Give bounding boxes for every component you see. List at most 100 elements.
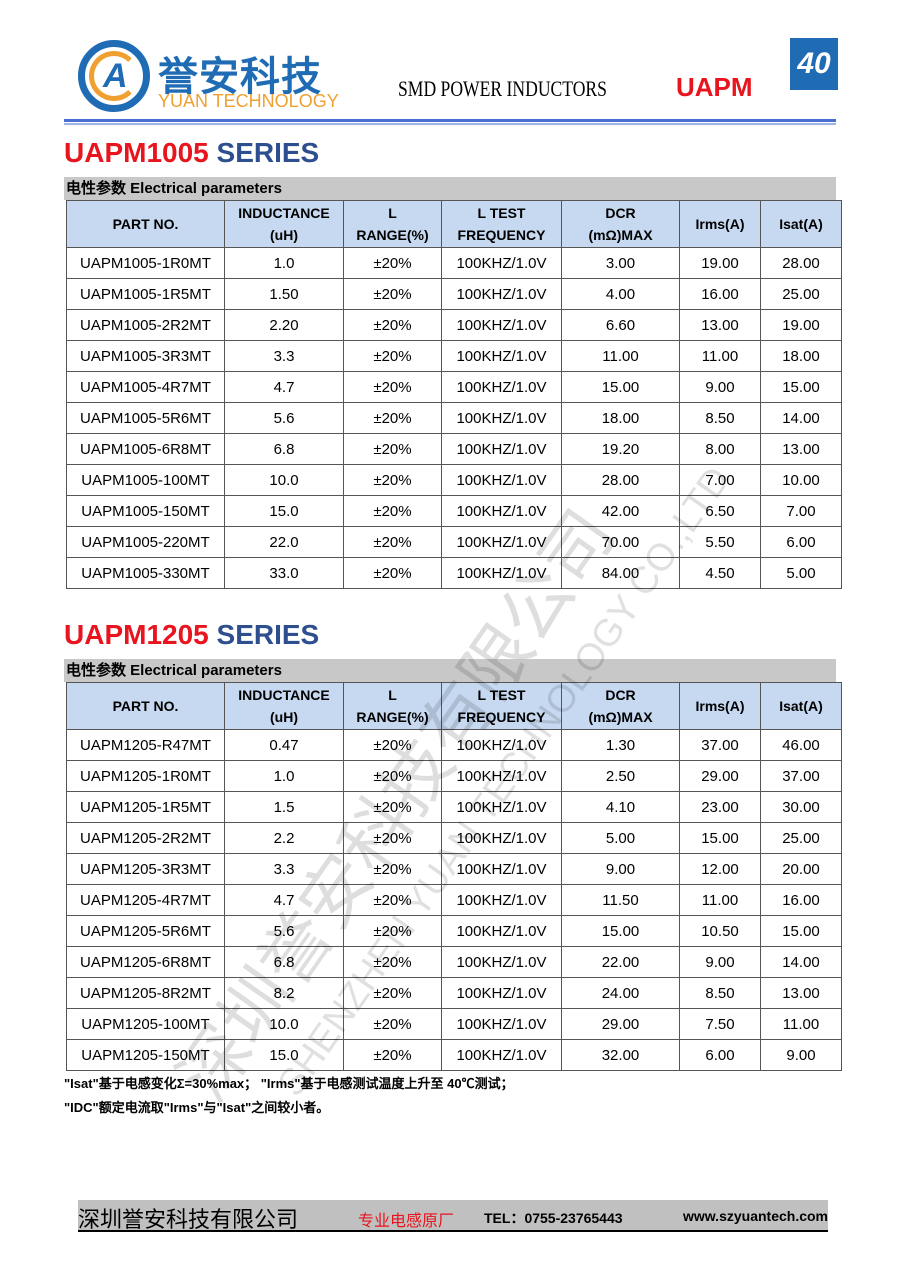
table-cell: 100KHZ/1.0V [441,853,562,885]
table-cell: UAPM1205-3R3MT [66,853,225,885]
table-cell: ±20% [343,1039,442,1071]
table-row: UAPM1205-1R5MT 1.5 ±20% 100KHZ/1.0V 4.10 23.0… [66,791,842,823]
table-cell: 0.47 [224,729,344,761]
table-row: UAPM1005-100MT 10.0 ±20% 100KHZ/1.0V 28.00 7.… [66,464,842,496]
table-row: UAPM1005-330MT 33.0 ±20% 100KHZ/1.0V 84.00 4.… [66,557,842,589]
table-row: UAPM1205-2R2MT 2.2 ±20% 100KHZ/1.0V 5.00 15.0… [66,822,842,854]
series-title: UAPM1005 SERIES [64,137,320,168]
parameters-table: PART NO. INDUCTANCE (uH) L RANGE(%) L TEST FRE… [66,200,842,589]
table-cell: 100KHZ/1.0V [441,791,562,823]
table-row: UAPM1205-R47MT 0.47 ±20% 100KHZ/1.0V 1.30 37.… [66,729,842,761]
table-header: PART NO. INDUCTANCE (uH) L RANGE(%) L TEST FRE… [66,682,842,730]
table-cell: ±20% [343,309,442,341]
table-cell: 20.00 [760,853,842,885]
table-header: PART NO. INDUCTANCE (uH) L RANGE(%) L TEST FRE… [66,200,842,248]
table-cell: 28.00 [561,464,680,496]
table-cell: 11.00 [760,1008,842,1040]
table-cell: ±20% [343,433,442,465]
table-cell: 11.00 [561,340,680,372]
table-cell: 100KHZ/1.0V [441,884,562,916]
table-cell: 16.00 [760,884,842,916]
table-cell: 9.00 [760,1039,842,1071]
table-cell: 4.7 [224,884,344,916]
table-cell: 22.0 [224,526,344,558]
column-header: DCR (mΩ)MAX [561,200,680,248]
table-cell: 100KHZ/1.0V [441,340,562,372]
table-cell: ±20% [343,526,442,558]
column-header: Isat(A) [760,682,842,730]
table-cell: 100KHZ/1.0V [441,946,562,978]
table-cell: UAPM1205-150MT [66,1039,225,1071]
table-cell: ±20% [343,729,442,761]
table-cell: ±20% [343,278,442,310]
table-cell: ±20% [343,822,442,854]
column-header: Irms(A) [679,200,761,248]
table-cell: 19.00 [679,247,761,279]
table-row: UAPM1205-6R8MT 6.8 ±20% 100KHZ/1.0V 22.00 9.0… [66,946,842,978]
table-cell: 100KHZ/1.0V [441,371,562,403]
params-label: 电性参数 Electrical parameters [64,177,836,200]
table-cell: 18.00 [760,340,842,372]
table-cell: 1.5 [224,791,344,823]
table-cell: 10.0 [224,464,344,496]
table-cell: 7.00 [679,464,761,496]
table-cell: 13.00 [679,309,761,341]
series-title: UAPM1205 SERIES [64,619,320,650]
table-cell: 8.50 [679,977,761,1009]
table-cell: 100KHZ/1.0V [441,915,562,947]
table-cell: UAPM1005-1R5MT [66,278,225,310]
column-header: Irms(A) [679,682,761,730]
table-row: UAPM1005-4R7MT 4.7 ±20% 100KHZ/1.0V 15.00 9.0… [66,371,842,403]
table-cell: 14.00 [760,402,842,434]
table-cell: 10.50 [679,915,761,947]
table-cell: 4.50 [679,557,761,589]
table-cell: 6.00 [679,1039,761,1071]
table-cell: UAPM1005-220MT [66,526,225,558]
table-cell: 16.00 [679,278,761,310]
table-cell: UAPM1205-1R5MT [66,791,225,823]
table-row: UAPM1205-3R3MT 3.3 ±20% 100KHZ/1.0V 9.00 12.0… [66,853,842,885]
table-cell: 4.00 [561,278,680,310]
table-cell: 32.00 [561,1039,680,1071]
table-cell: 3.3 [224,340,344,372]
table-cell: 37.00 [760,760,842,792]
table-cell: 28.00 [760,247,842,279]
footer-company: 深圳誉安科技有限公司 [78,1207,299,1232]
table-row: UAPM1205-4R7MT 4.7 ±20% 100KHZ/1.0V 11.50 11.… [66,884,842,916]
table-cell: 2.20 [224,309,344,341]
table-cell: UAPM1005-150MT [66,495,225,527]
table-cell: 100KHZ/1.0V [441,309,562,341]
table-cell: ±20% [343,760,442,792]
table-cell: 33.0 [224,557,344,589]
table-cell: 100KHZ/1.0V [441,557,562,589]
table-cell: ±20% [343,557,442,589]
table-cell: 1.50 [224,278,344,310]
table-cell: 100KHZ/1.0V [441,1008,562,1040]
table-cell: 100KHZ/1.0V [441,402,562,434]
table-row: UAPM1005-150MT 15.0 ±20% 100KHZ/1.0V 42.00 6.… [66,495,842,527]
column-header: INDUCTANCE (uH) [224,200,344,248]
table-cell: UAPM1205-2R2MT [66,822,225,854]
table-cell: 100KHZ/1.0V [441,526,562,558]
table-cell: 6.50 [679,495,761,527]
table-cell: 15.0 [224,495,344,527]
table-cell: 100KHZ/1.0V [441,729,562,761]
footer-tel: TEL：0755-23765443 [484,1210,623,1226]
table-cell: ±20% [343,946,442,978]
table-cell: 2.2 [224,822,344,854]
table-cell: UAPM1005-6R8MT [66,433,225,465]
table-cell: 11.50 [561,884,680,916]
table-cell: 7.00 [760,495,842,527]
table-cell: 7.50 [679,1008,761,1040]
table-cell: 10.00 [760,464,842,496]
table-row: UAPM1005-5R6MT 5.6 ±20% 100KHZ/1.0V 18.00 8.5… [66,402,842,434]
note-2: "IDC"额定电流取"Irms"与"Isat"之间较小者。 [64,1100,330,1115]
table-cell: 15.00 [760,915,842,947]
table-row: UAPM1205-150MT 15.0 ±20% 100KHZ/1.0V 32.00 6.… [66,1039,842,1071]
footer-website[interactable]: www.szyuantech.com [683,1208,828,1224]
table-cell: 5.00 [760,557,842,589]
column-header: PART NO. [66,682,225,730]
table-cell: 25.00 [760,822,842,854]
table-cell: 13.00 [760,433,842,465]
